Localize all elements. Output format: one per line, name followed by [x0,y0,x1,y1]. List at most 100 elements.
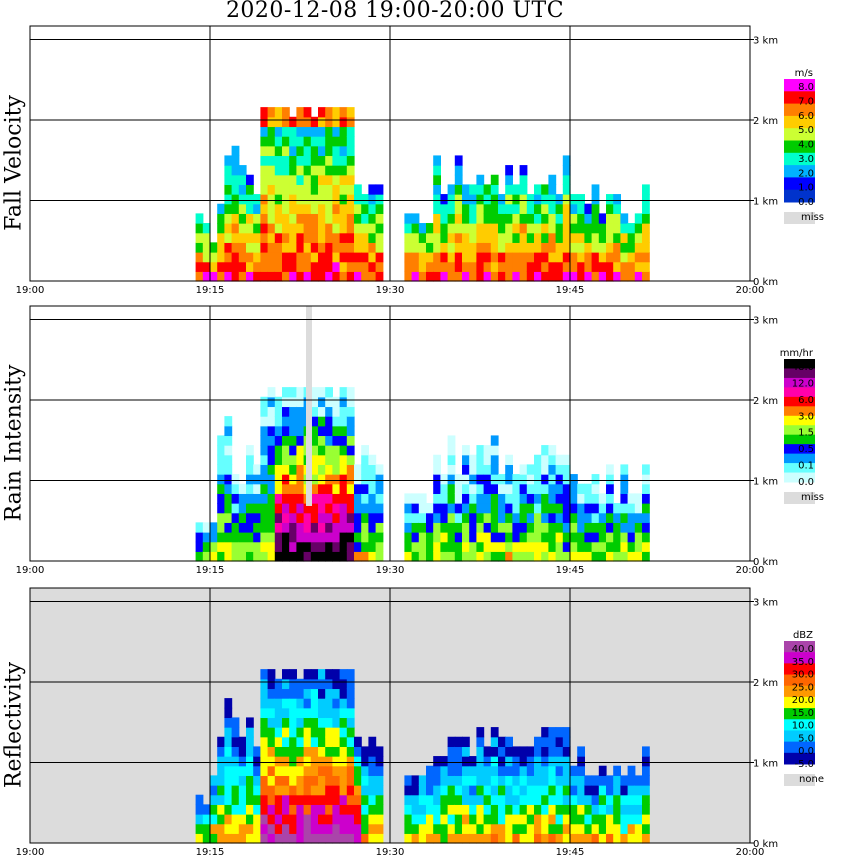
precip-cell [534,242,542,253]
reflectivity-panel: Reflectivity 19:00 19:15 19:30 19:45 20:00 0 … [0,584,850,866]
precip-cell [253,785,261,796]
precip-cell [454,765,463,776]
precip-cell [555,503,564,514]
precip-cell [253,833,261,844]
legend-label: 0.5 [798,444,814,455]
precip-cell [454,165,463,176]
precip-cell [498,746,506,757]
precip-cell [642,785,650,796]
precip-cell [577,503,585,514]
precip-cell [289,833,297,844]
precip-cell [310,435,319,446]
precip-cell [217,775,225,786]
precip-cell [231,512,240,523]
precip-cell [303,727,312,738]
precip-cell [505,794,513,805]
precip-cell [591,541,600,552]
precip-cell [562,261,571,272]
precip-cell [325,174,333,185]
precip-cell [634,775,643,786]
precip-cell [483,532,492,543]
precip-cell [361,512,369,523]
precip-cell [505,814,513,825]
precip-cell [289,396,297,408]
precip-cell [375,203,384,214]
precip-cell [253,493,261,504]
precip-cell [325,416,333,427]
precip-cell [361,271,369,282]
precip-cell [346,503,355,514]
precip-cell [375,261,384,272]
precip-cell [332,698,341,709]
precip-cell [310,406,319,417]
precip-cell [584,785,593,796]
precip-cell [289,252,297,263]
precip-cell [282,512,290,523]
precip-cell [447,814,456,825]
precip-cell [526,833,535,844]
precip-cell [354,765,362,776]
precip-cell [195,551,204,562]
precip-cell [433,814,441,825]
precip-cell [627,252,636,263]
precip-cell [296,775,305,786]
precip-cell [289,194,297,205]
precip-cell [310,271,319,282]
precip-cell [303,746,312,757]
precip-cell [289,126,297,137]
precip-cell [534,746,542,757]
precip-cell [447,194,456,205]
precip-cell [476,833,485,844]
precip-cell [303,165,312,176]
precip-cell [339,775,348,786]
precip-cell [246,814,254,825]
precip-cell [231,551,240,562]
precip-cell [606,823,614,834]
legend-swatch [784,115,815,129]
precip-cell [526,532,535,543]
precip-cell [598,493,607,504]
precip-cell [231,532,240,543]
precip-cell [282,765,290,776]
precip-cell [325,483,333,494]
precip-cell [534,532,542,543]
precip-cell [274,707,283,719]
precip-cell [440,814,449,825]
precip-cell [548,765,557,776]
precip-cell [469,541,477,552]
precip-cell [231,252,240,263]
precip-cell [526,252,535,263]
precip-cell [310,232,319,243]
precip-cell [620,252,629,263]
legend-swatch [784,415,815,426]
precip-cell [361,464,369,475]
precip-cell [426,512,434,523]
precip-cell [541,203,549,214]
precip-cell [613,512,621,523]
precip-cell [224,814,233,825]
precip-cell [253,541,261,552]
precip-cell [332,184,341,195]
precip-cell [303,194,312,205]
precip-cell [584,203,593,214]
precip-cell [274,435,283,446]
precip-cell [490,532,499,543]
precip-cell [318,145,326,157]
precip-cell [303,765,312,776]
precip-cell [296,261,305,272]
precip-cell [303,184,312,195]
precip-cell [346,136,355,147]
precip-cell [598,823,607,834]
precip-cell [505,165,513,176]
precip-cell [346,194,355,205]
precip-cell [274,445,283,456]
precip-cell [440,794,449,805]
precip-cell [519,804,528,815]
precip-cell [526,814,535,825]
precip-cell [447,203,456,214]
precip-cell [519,223,528,234]
precip-cell [246,551,254,562]
precip-cell [613,252,621,263]
legend-swatch [784,396,815,407]
precip-cell [642,493,650,504]
